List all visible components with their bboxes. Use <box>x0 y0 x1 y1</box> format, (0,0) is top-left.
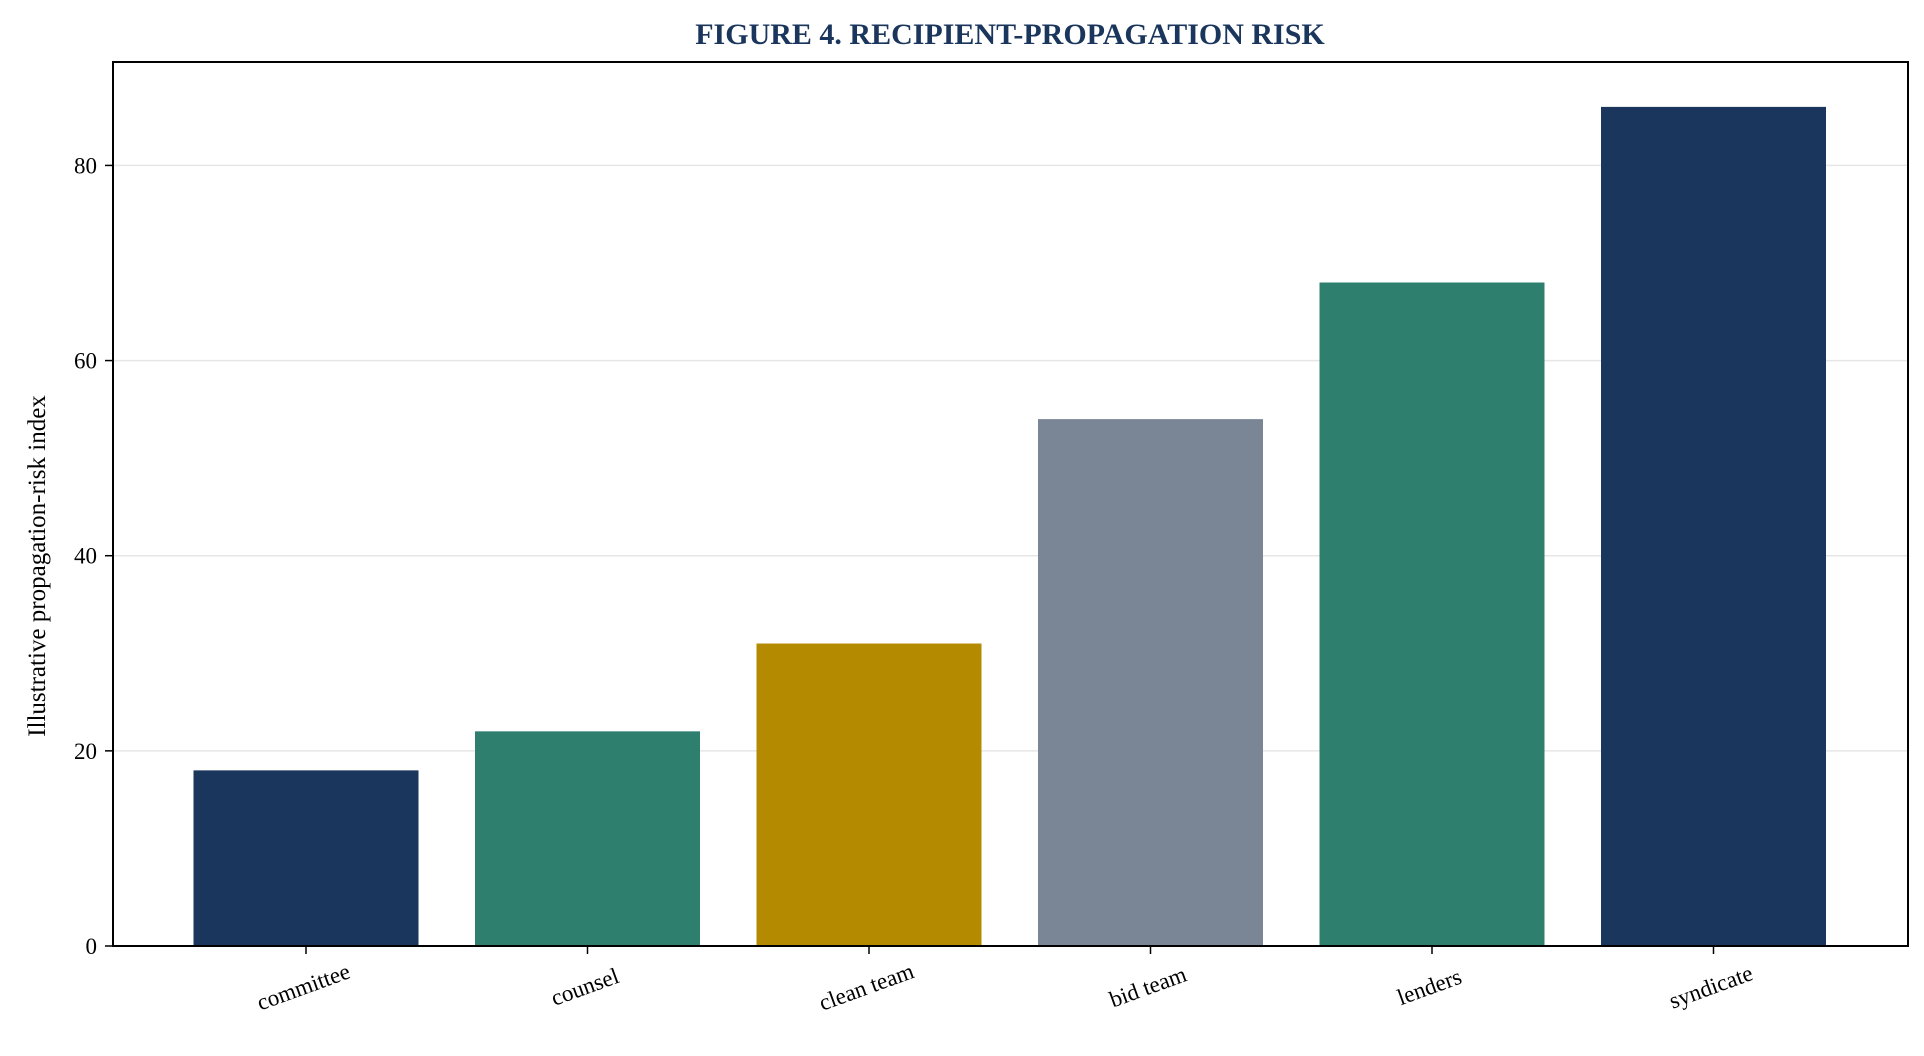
bar-bid-team <box>1038 419 1263 947</box>
bar-lenders <box>1319 282 1545 946</box>
x-tick-label-lenders: lenders <box>1394 964 1465 1010</box>
y-tick-label-2: 40 <box>74 544 97 569</box>
x-tick-label-syndicate: syndicate <box>1666 960 1756 1013</box>
bar-syndicate <box>1601 106 1826 947</box>
x-tick-label-committee: committee <box>254 959 354 1016</box>
chart-title: FIGURE 4. RECIPIENT-PROPAGATION RISK <box>695 18 1325 51</box>
x-ticks: committee counsel clean team bid team lender… <box>254 946 1756 1016</box>
x-tick-label-clean-team: clean team <box>816 958 918 1015</box>
bars <box>193 106 1826 947</box>
y-tick-label-3: 60 <box>74 349 97 374</box>
y-ticks: 0 20 40 60 80 <box>74 153 113 959</box>
y-axis-label: Illustrative propagation-risk index <box>24 395 51 737</box>
y-tick-label-4: 80 <box>74 153 97 178</box>
bar-committee <box>193 770 419 946</box>
x-tick-label-bid-team: bid team <box>1106 962 1190 1013</box>
y-tick-label-1: 20 <box>74 739 97 764</box>
y-tick-label-0: 0 <box>86 934 98 959</box>
bar-clean-team <box>756 643 982 946</box>
plot-frame <box>112 61 1909 947</box>
bar-counsel <box>475 731 700 946</box>
x-tick-label-counsel: counsel <box>548 963 623 1011</box>
